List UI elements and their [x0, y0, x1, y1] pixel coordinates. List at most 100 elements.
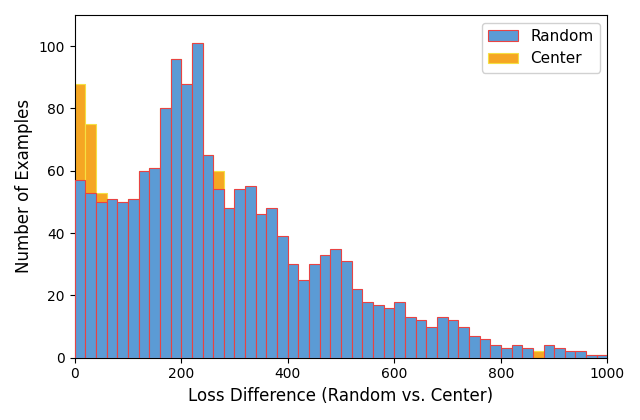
X-axis label: Loss Difference (Random vs. Center): Loss Difference (Random vs. Center) [189, 387, 493, 405]
Bar [181, 84, 192, 358]
Bar [458, 345, 469, 358]
Bar [192, 43, 202, 358]
Bar [394, 302, 405, 358]
Bar [437, 342, 447, 358]
Bar [245, 186, 256, 358]
Bar [362, 302, 373, 358]
Bar [149, 168, 160, 358]
Bar [75, 84, 85, 358]
Bar [298, 280, 309, 358]
Bar [224, 208, 234, 358]
Bar [501, 348, 511, 358]
Bar [426, 327, 437, 358]
Bar [181, 84, 192, 358]
Bar [330, 305, 341, 358]
Bar [128, 199, 139, 358]
Bar [426, 336, 437, 358]
Bar [245, 224, 256, 358]
Bar [415, 320, 426, 358]
Bar [139, 171, 149, 358]
Bar [256, 214, 266, 358]
Bar [309, 292, 320, 358]
Bar [128, 199, 139, 358]
Bar [437, 317, 447, 358]
Bar [479, 339, 490, 358]
Bar [266, 208, 277, 358]
Bar [160, 108, 170, 358]
Bar [554, 352, 565, 358]
Bar [107, 199, 117, 358]
Bar [373, 327, 383, 358]
Bar [373, 305, 383, 358]
Bar [320, 255, 330, 358]
Bar [149, 168, 160, 358]
Bar [213, 171, 224, 358]
Bar [522, 348, 533, 358]
Bar [383, 327, 394, 358]
Bar [469, 345, 479, 358]
Bar [575, 352, 586, 358]
Bar [117, 202, 128, 358]
Bar [288, 264, 298, 358]
Bar [170, 59, 181, 358]
Bar [458, 327, 469, 358]
Bar [415, 333, 426, 358]
Bar [192, 43, 202, 358]
Bar [586, 354, 596, 358]
Bar [405, 330, 415, 358]
Bar [170, 59, 181, 358]
Bar [288, 280, 298, 358]
Bar [277, 236, 288, 358]
Bar [490, 348, 501, 358]
Bar [533, 352, 543, 358]
Bar [224, 208, 234, 358]
Bar [352, 317, 362, 358]
Bar [543, 345, 554, 358]
Bar [383, 308, 394, 358]
Bar [117, 202, 128, 358]
Bar [543, 352, 554, 358]
Bar [234, 189, 245, 358]
Bar [341, 261, 352, 358]
Bar [447, 342, 458, 358]
Bar [341, 311, 352, 358]
Bar [596, 354, 607, 358]
Bar [447, 320, 458, 358]
Bar [213, 189, 224, 358]
Bar [160, 108, 170, 358]
Bar [586, 354, 596, 358]
Bar [394, 333, 405, 358]
Bar [139, 171, 149, 358]
Bar [107, 202, 117, 358]
Bar [96, 193, 107, 358]
Bar [234, 211, 245, 358]
Bar [479, 345, 490, 358]
Bar [362, 317, 373, 358]
Bar [490, 345, 501, 358]
Bar [309, 264, 320, 358]
Bar [352, 289, 362, 358]
Bar [522, 352, 533, 358]
Bar [202, 155, 213, 358]
Bar [256, 236, 266, 358]
Bar [511, 345, 522, 358]
Bar [501, 348, 511, 358]
Bar [405, 317, 415, 358]
Bar [85, 124, 96, 358]
Bar [565, 352, 575, 358]
Bar [96, 202, 107, 358]
Bar [554, 348, 565, 358]
Bar [202, 155, 213, 358]
Y-axis label: Number of Examples: Number of Examples [15, 99, 33, 273]
Bar [330, 249, 341, 358]
Bar [320, 295, 330, 358]
Legend: Random, Center: Random, Center [481, 23, 600, 73]
Bar [511, 352, 522, 358]
Bar [469, 336, 479, 358]
Bar [277, 264, 288, 358]
Bar [85, 193, 96, 358]
Bar [575, 354, 586, 358]
Bar [298, 289, 309, 358]
Bar [596, 354, 607, 358]
Bar [75, 180, 85, 358]
